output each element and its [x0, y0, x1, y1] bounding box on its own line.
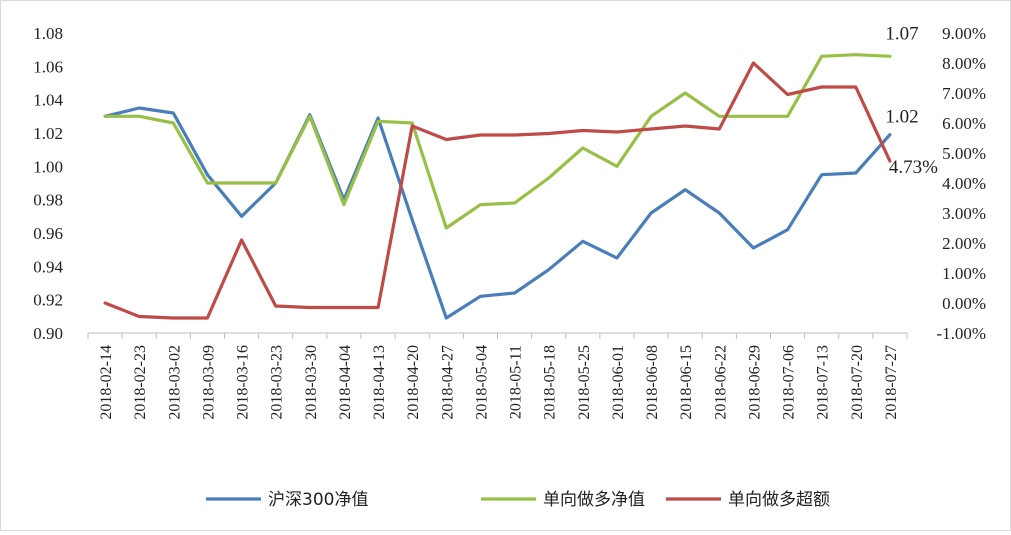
legend: 沪深300净值 单向做多净值 单向做多超额 [206, 490, 830, 510]
x-tick-label: 2018-02-23 [132, 345, 149, 420]
long-only-excess-line [103, 61, 892, 320]
data-label: 4.73% [889, 157, 938, 178]
x-tick-label: 2018-07-13 [815, 345, 832, 420]
legend-label: 沪深300净值 [268, 490, 368, 510]
left-tick-label: 0.98 [33, 191, 63, 210]
legend-label: 单向做多超额 [728, 490, 830, 510]
x-tick-label: 2018-05-11 [508, 345, 525, 419]
left-tick-label: 0.92 [33, 291, 63, 310]
x-tick-label: 2018-07-27 [883, 345, 900, 420]
x-tick-label: 2018-03-02 [166, 345, 183, 420]
left-tick-label: 1.04 [33, 91, 63, 110]
x-tick-label: 2018-06-01 [610, 345, 627, 420]
right-tick-label: 1.00% [942, 264, 986, 283]
left-axis-ticks: 0.90 0.92 0.94 0.96 0.98 1.00 1.02 1.04 1.06 1.08 [33, 24, 63, 343]
left-tick-label: 0.94 [33, 257, 63, 276]
left-tick-label: 1.06 [33, 57, 63, 76]
x-tick-label: 2018-05-04 [473, 345, 490, 420]
data-label: 1.07 [885, 23, 918, 44]
x-tick-label: 2018-07-20 [849, 345, 866, 420]
x-tick-label: 2018-03-23 [269, 345, 286, 420]
x-tick-label: 2018-04-27 [439, 345, 456, 420]
x-tick-label: 2018-06-08 [644, 345, 661, 420]
x-tick-label: 2018-03-16 [235, 345, 252, 420]
right-tick-label: 5.00% [942, 144, 986, 163]
long-only-nav-line [103, 53, 892, 230]
right-tick-label: 9.00% [942, 24, 986, 43]
right-tick-label: -1.00% [936, 324, 986, 343]
x-tick-label: 2018-06-29 [746, 345, 763, 420]
x-axis-ticks: 2018-02-14 2018-02-23 2018-03-02 2018-03-09… [87, 333, 908, 420]
hs300-nav-line [103, 106, 892, 320]
x-tick-label: 2018-06-15 [678, 345, 695, 420]
x-tick-label: 2018-02-14 [98, 345, 115, 420]
legend-label: 单向做多净值 [543, 490, 645, 510]
right-tick-label: 7.00% [942, 84, 986, 103]
right-tick-label: 2.00% [942, 234, 986, 253]
data-label: 1.02 [885, 107, 918, 128]
x-tick-label: 2018-05-25 [576, 345, 593, 420]
x-tick-label: 2018-04-20 [405, 345, 422, 420]
series-lines [103, 53, 892, 320]
x-tick-label: 2018-07-06 [781, 345, 798, 420]
x-tick-label: 2018-04-13 [371, 345, 388, 420]
left-tick-label: 1.02 [33, 124, 63, 143]
right-tick-label: 0.00% [942, 294, 986, 313]
x-tick-label: 2018-04-04 [337, 345, 354, 420]
right-tick-label: 8.00% [942, 54, 986, 73]
x-tick-label: 2018-03-30 [303, 345, 320, 420]
right-axis-ticks: -1.00% 0.00% 1.00% 2.00% 3.00% 4.00% 5.00% 6.00… [936, 24, 986, 343]
right-tick-label: 6.00% [942, 114, 986, 133]
right-tick-label: 3.00% [942, 204, 986, 223]
x-tick-label: 2018-03-09 [200, 345, 217, 420]
right-tick-label: 4.00% [942, 174, 986, 193]
left-tick-label: 1.08 [33, 24, 63, 43]
x-tick-label: 2018-06-22 [712, 345, 729, 420]
data-annotations: 1.07 1.02 4.73% [885, 23, 938, 178]
left-tick-label: 0.96 [33, 224, 63, 243]
left-tick-label: 0.90 [33, 324, 63, 343]
x-tick-label: 2018-05-18 [542, 345, 559, 420]
left-tick-label: 1.00 [33, 157, 63, 176]
